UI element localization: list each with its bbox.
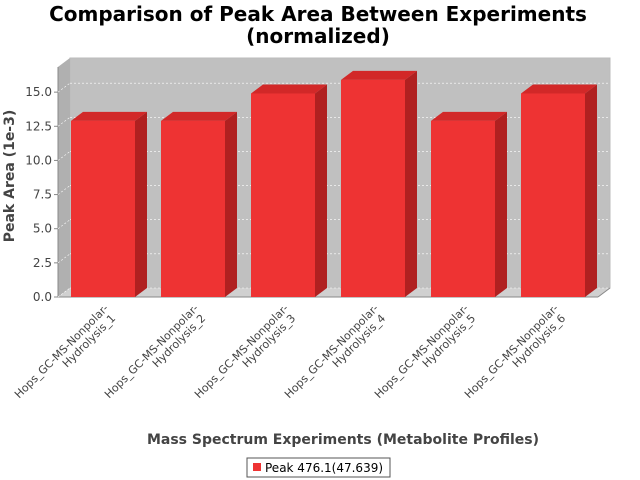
gridline-side xyxy=(57,185,71,195)
x-tick-label-line1: Hops_GC-MS-Nonpolar- xyxy=(192,302,291,401)
bar-top xyxy=(251,84,327,94)
bar-side xyxy=(405,70,417,297)
bar-front xyxy=(341,79,405,297)
bar-side xyxy=(225,111,237,297)
x-tick-label-line1: Hops_GC-MS-Nonpolar- xyxy=(282,302,381,401)
gridline-side xyxy=(57,287,71,298)
bar-side xyxy=(135,111,147,297)
x-tick-label-line1: Hops_GC-MS-Nonpolar- xyxy=(372,302,471,401)
chart-subtitle: (normalized) xyxy=(246,24,390,48)
x-axis-title: Mass Spectrum Experiments (Metabolite Pr… xyxy=(147,432,539,448)
bar xyxy=(521,84,597,297)
gridlines xyxy=(57,82,610,298)
gridline-side xyxy=(57,219,71,229)
y-tick-label: 12.5 xyxy=(25,119,52,133)
bar-top xyxy=(521,84,597,94)
y-tick-label: 7.5 xyxy=(33,188,52,202)
legend-label: Peak 476.1(47.639) xyxy=(265,461,383,475)
bar-top xyxy=(161,111,237,121)
x-tick-label: Hops_GC-MS-Nonpolar-Hydrolysis_6 xyxy=(462,302,568,401)
bar-front xyxy=(251,93,315,297)
bar xyxy=(431,111,507,297)
y-tick-label: 15.0 xyxy=(25,85,52,99)
legend-box xyxy=(246,457,391,478)
x-tick-label-line1: Hops_GC-MS-Nonpolar- xyxy=(12,302,111,401)
y-tick-label: 10.0 xyxy=(25,153,52,167)
legend: Peak 476.1(47.639) xyxy=(246,457,391,478)
x-tick-label-line1: Hops_GC-MS-Nonpolar- xyxy=(462,302,561,401)
bar-top xyxy=(341,70,417,80)
bars xyxy=(71,70,597,297)
bar-top xyxy=(431,111,507,121)
gridline-side xyxy=(57,151,71,161)
bar-side xyxy=(495,111,507,297)
x-axis-line-depth xyxy=(597,287,611,298)
chart-title: Comparison of Peak Area Between Experime… xyxy=(49,2,587,26)
bar xyxy=(341,70,417,297)
y-axis-title: Peak Area (1e-3) xyxy=(2,110,18,243)
x-axis-labels: Hops_GC-MS-Nonpolar-Hydrolysis_1Hops_GC-… xyxy=(12,302,568,401)
x-tick-label-line1: Hops_GC-MS-Nonpolar- xyxy=(102,302,201,401)
bar xyxy=(161,111,237,297)
bar-front xyxy=(71,120,135,297)
bar-top xyxy=(71,111,147,121)
gridline-side xyxy=(57,117,71,127)
bar-front xyxy=(161,120,225,297)
y-tick-label: 5.0 xyxy=(33,222,52,236)
gridline-side xyxy=(57,82,71,93)
y-tick-label: 2.5 xyxy=(33,256,52,270)
bar-side xyxy=(585,84,597,297)
legend-swatch xyxy=(253,463,261,471)
gridline-side xyxy=(57,253,71,264)
plot-side-wall xyxy=(58,58,70,297)
bar-side xyxy=(315,84,327,297)
bar-front xyxy=(431,120,495,297)
bar xyxy=(251,84,327,297)
bar-front xyxy=(521,93,585,297)
y-tick-label: 0.0 xyxy=(33,290,52,304)
plot-back-wall xyxy=(69,57,611,289)
y-axis-ticks: 0.0 2.5 5.0 7.5 10.0 12.5 15.0 xyxy=(25,85,58,304)
bar xyxy=(71,111,147,297)
